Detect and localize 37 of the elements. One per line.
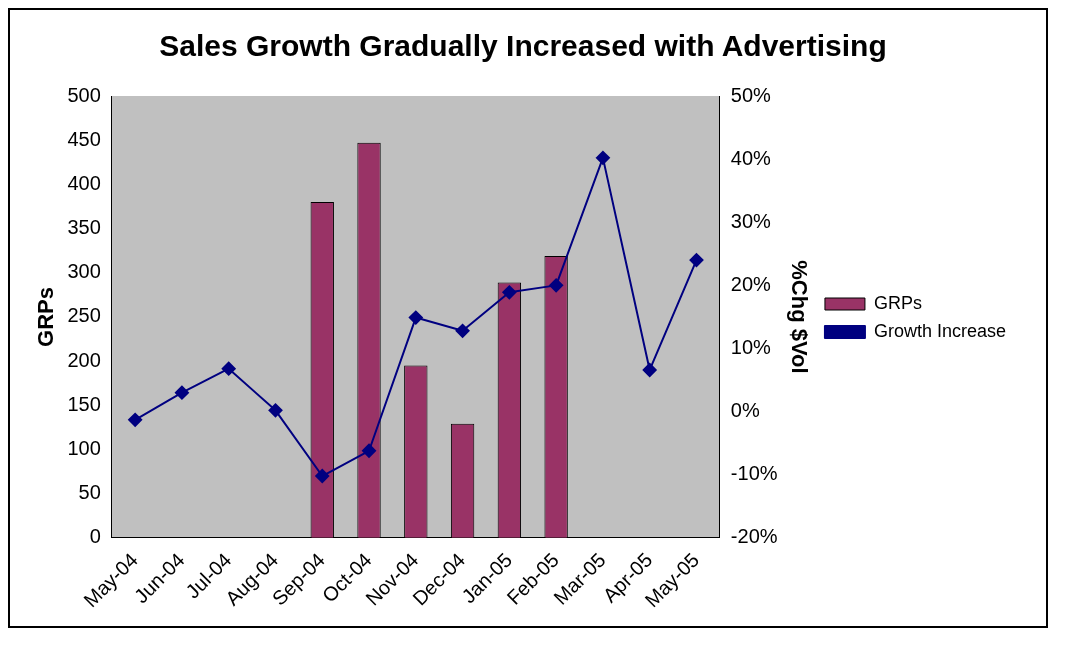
y-tick-label: 250 bbox=[67, 304, 101, 327]
y2-tick-label: 10% bbox=[730, 336, 772, 359]
point bbox=[595, 150, 610, 165]
legend-label: GRPs bbox=[873, 292, 922, 313]
point bbox=[174, 385, 189, 400]
point bbox=[502, 285, 517, 300]
y2-tick-label: 30% bbox=[730, 209, 772, 232]
point bbox=[549, 278, 564, 293]
y-tick-label: 100 bbox=[67, 437, 101, 460]
y-tick-label: 500 bbox=[67, 83, 101, 106]
point bbox=[689, 253, 704, 268]
chart-title: Sales Growth Gradually Increased with Advertising bbox=[159, 29, 887, 63]
y-tick-label: 450 bbox=[67, 127, 101, 150]
point bbox=[362, 443, 377, 458]
y2-tick-label: 0% bbox=[730, 399, 760, 422]
point bbox=[221, 361, 236, 376]
y-tick-label: 200 bbox=[67, 348, 101, 371]
point bbox=[408, 310, 423, 325]
point bbox=[315, 469, 330, 484]
y-tick-label: 350 bbox=[67, 216, 101, 239]
y2-tick-label: 40% bbox=[730, 146, 772, 169]
point bbox=[128, 412, 143, 427]
y2-tick-label: 50% bbox=[730, 83, 772, 106]
y-tick-label: 150 bbox=[67, 392, 101, 415]
y-axis-title: GRPs bbox=[33, 286, 59, 347]
y-tick-label: 50 bbox=[78, 481, 101, 504]
y2-tick-label: -10% bbox=[730, 462, 778, 485]
point bbox=[455, 323, 470, 338]
y-tick-label: 400 bbox=[67, 171, 101, 194]
point bbox=[642, 362, 657, 377]
point bbox=[268, 403, 283, 418]
y2-tick-label: 20% bbox=[730, 272, 772, 295]
y-tick-label: 300 bbox=[67, 260, 101, 283]
y2-axis-title: %Chg $Vol bbox=[786, 260, 812, 374]
legend-label: Growth Increase bbox=[873, 320, 1007, 341]
y2-tick-label: -20% bbox=[730, 525, 778, 548]
y-tick-label: 0 bbox=[89, 525, 101, 548]
